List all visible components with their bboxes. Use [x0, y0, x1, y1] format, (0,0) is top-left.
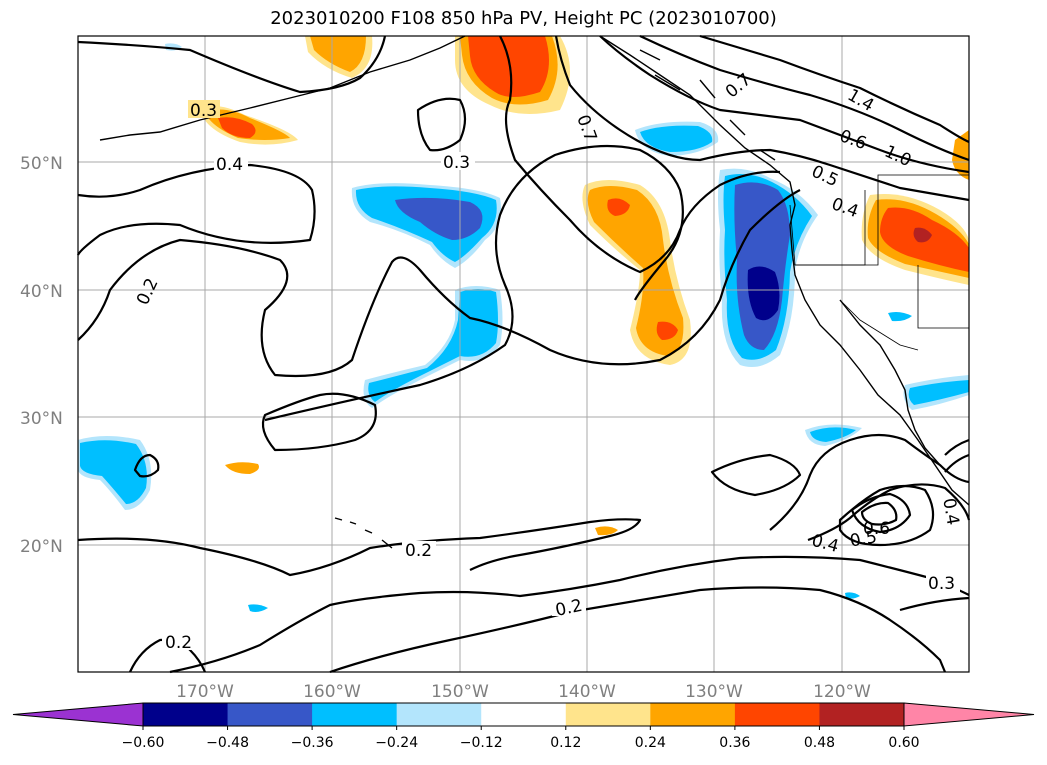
graticule: [78, 36, 969, 672]
state-borders: [789, 174, 969, 351]
contour-label: 0.3: [190, 101, 217, 121]
lon-label-170w: 170°W: [176, 682, 234, 702]
colorbar-tick-label: 0.60: [888, 735, 919, 751]
contour-label: 0.3: [928, 574, 955, 594]
lon-label-130w: 130°W: [685, 682, 743, 702]
colorbar-segment: [143, 703, 229, 726]
contour-label: 0.4: [216, 155, 243, 175]
colorbar-tick-label: −0.24: [375, 735, 418, 751]
colorbar-tick-label: −0.60: [122, 735, 165, 751]
lat-label-20n: 20°N: [20, 537, 63, 557]
longitude-labels: 170°W 160°W 150°W 140°W 130°W 120°W: [176, 682, 871, 702]
colorbar-segment: [396, 703, 482, 726]
lon-label-160w: 160°W: [303, 682, 361, 702]
colorbar-tick-label: 0.12: [550, 735, 581, 751]
map-frame: [77, 35, 970, 673]
colorbar-segment: [734, 703, 820, 726]
pv-anomaly-fills: [78, 36, 969, 612]
colorbar-tick-label: −0.48: [206, 735, 249, 751]
lon-label-120w: 120°W: [813, 682, 871, 702]
contour-label: 0.5: [848, 527, 878, 551]
contour-label: 0.2: [165, 633, 192, 653]
lon-label-150w: 150°W: [431, 682, 489, 702]
colorbar-extend-max: [903, 702, 1035, 727]
colorbar-segment: [481, 703, 567, 726]
colorbar-tick-label: 0.24: [635, 735, 666, 751]
lon-label-140w: 140°W: [558, 682, 616, 702]
lat-label-30n: 30°N: [20, 409, 63, 429]
colorbar-segment: [312, 703, 398, 726]
map-title: 2023010200 F108 850 hPa PV, Height PC (2…: [270, 8, 777, 29]
height-contours: [76, 34, 971, 674]
lat-label-50n: 50°N: [20, 154, 63, 174]
latitude-labels: 50°N 40°N 30°N 20°N: [20, 154, 63, 557]
coastlines: [99, 35, 970, 549]
colorbar-extend-min: [12, 702, 144, 727]
colorbar: −0.60 −0.48 −0.36 −0.24 −0.12 0.12 0.24 0.36 0.4…: [12, 702, 1035, 751]
contour-label: 0.3: [443, 153, 470, 173]
colorbar-tick-label: 0.48: [804, 735, 835, 751]
contour-label: 0.6: [863, 519, 890, 539]
map-area: [78, 36, 969, 672]
colorbar-segment: [650, 703, 736, 726]
colorbar-segment: [819, 703, 905, 726]
colorbar-segment: [565, 703, 651, 726]
colorbar-tick-label: 0.36: [719, 735, 750, 751]
colorbar-segment: [227, 703, 313, 726]
colorbar-outline: [142, 702, 905, 727]
contour-label: 0.2: [405, 541, 432, 561]
colorbar-tick-label: −0.36: [291, 735, 334, 751]
colorbar-tick-label: −0.12: [460, 735, 503, 751]
contour-label: 0.4: [938, 497, 962, 527]
lat-label-40n: 40°N: [20, 282, 63, 302]
